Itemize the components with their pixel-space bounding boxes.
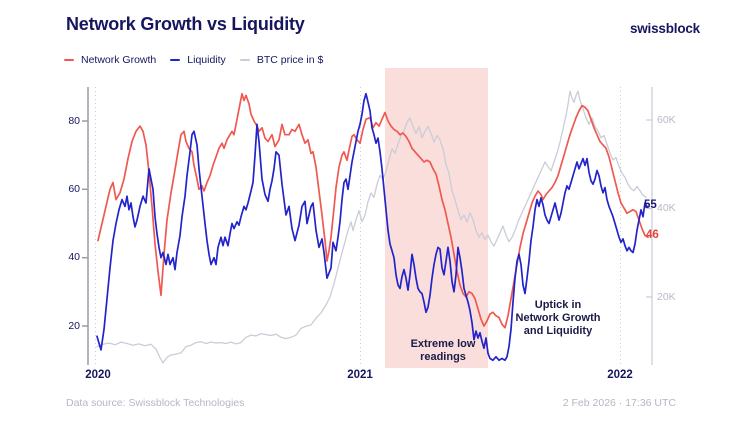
- left-axis: [82, 87, 89, 365]
- x-axis-label-2020: 2020: [85, 369, 111, 381]
- annotation-line: and Liquidity: [523, 325, 593, 337]
- right-axis-label-40k: 40K: [657, 202, 676, 214]
- right-axis: [646, 87, 653, 365]
- legend-item-network-growth: Network Growth: [64, 54, 156, 66]
- brand-logo: swissblock: [629, 21, 700, 36]
- legend: Network Growth Liquidity BTC price in $: [64, 54, 323, 66]
- legend-label: BTC price in $: [256, 54, 324, 66]
- right-axis-label-20k: 20K: [657, 291, 676, 303]
- timestamp: 2 Feb 2026 · 17:36 UTC: [562, 397, 676, 409]
- left-axis-label-20: 20: [68, 320, 80, 332]
- liquidity-swatch-icon: [170, 58, 181, 62]
- left-axis-label-60: 60: [68, 183, 80, 195]
- network-growth-end-value: 46: [646, 229, 659, 241]
- page-title: Network Growth vs Liquidity: [66, 14, 305, 34]
- annotation-line: Uptick in: [534, 299, 582, 311]
- series-line-btc-price-in-: [96, 90, 647, 364]
- x-axis-label-2022: 2022: [607, 369, 633, 381]
- liquidity-end-value: 55: [644, 199, 657, 211]
- data-source-note: Data source: Swissblock Technologies: [66, 397, 245, 409]
- x-axis-label-2021: 2021: [347, 369, 373, 381]
- left-axis-label-40: 40: [68, 251, 80, 263]
- legend-item-btc-price: BTC price in $: [239, 54, 324, 66]
- series-line-liquidity: [96, 92, 648, 362]
- right-axis-label-60k: 60K: [657, 114, 676, 126]
- series-layer: [96, 90, 649, 364]
- legend-item-liquidity: Liquidity: [170, 54, 226, 66]
- btc-price-swatch-icon: [239, 58, 250, 62]
- network-growth-swatch-icon: [64, 58, 74, 62]
- annotation-line: Network Growth: [515, 312, 601, 324]
- annotation-extreme-low: Extreme low readings: [393, 338, 493, 364]
- annotation-line: Extreme low: [410, 338, 476, 350]
- legend-label: Liquidity: [187, 54, 226, 66]
- annotation-uptick: Uptick in Network Growth and Liquidity: [503, 299, 613, 338]
- legend-label: Network Growth: [81, 54, 157, 66]
- annotation-line: readings: [420, 351, 466, 363]
- left-axis-label-80: 80: [68, 115, 80, 127]
